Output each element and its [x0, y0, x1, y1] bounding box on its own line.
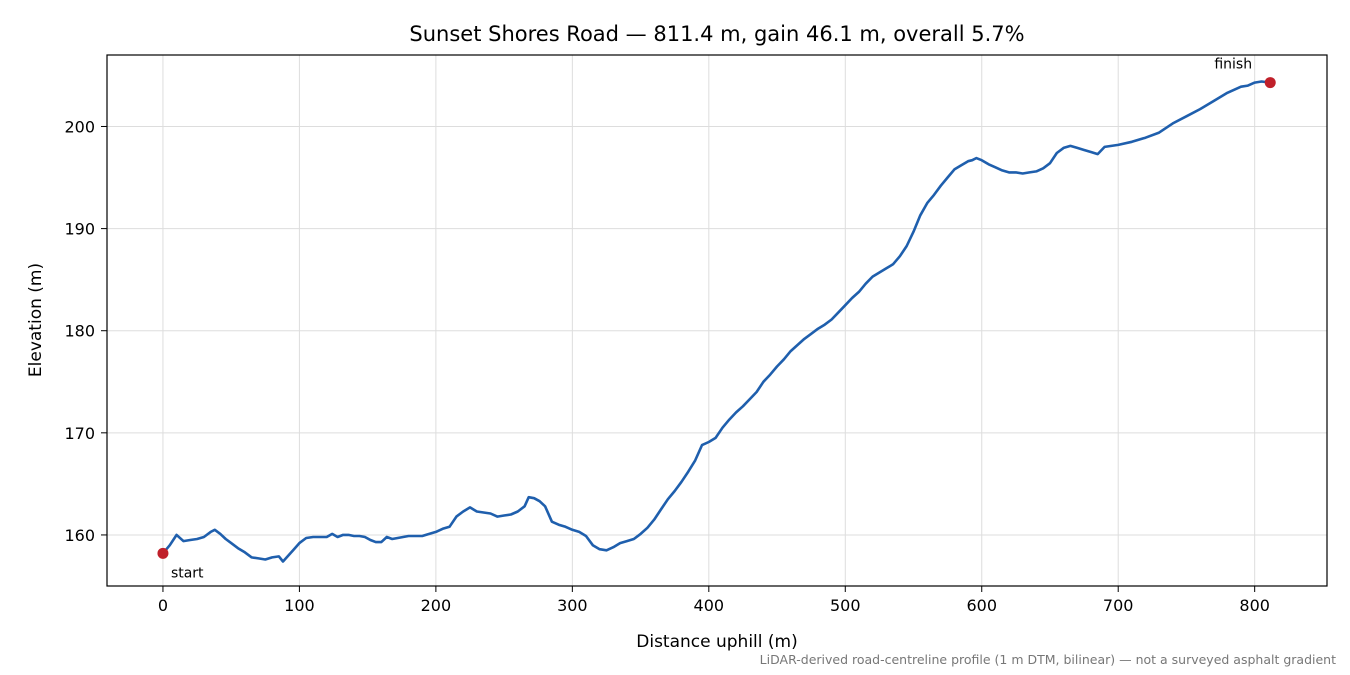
y-axis-label: Elevation (m) — [26, 263, 46, 377]
finish-marker — [1264, 77, 1276, 89]
x-tick-label: 500 — [830, 596, 861, 615]
x-tick-label: 600 — [966, 596, 997, 615]
footnote: LiDAR-derived road-centreline profile (1… — [760, 652, 1336, 667]
y-tick-label: 180 — [64, 322, 95, 341]
finish-annotation: finish — [1214, 57, 1252, 73]
x-tick-label: 100 — [284, 596, 315, 615]
chart-title: Sunset Shores Road — 811.4 m, gain 46.1 … — [409, 22, 1024, 46]
elevation-series-line — [162, 80, 1271, 563]
y-tick-label: 200 — [64, 117, 95, 136]
y-tick-label: 170 — [64, 424, 95, 443]
x-tick-label: 300 — [557, 596, 588, 615]
start-annotation: start — [171, 565, 204, 581]
x-axis-ticks: 0 100 200 300 400 500 600 700 800 — [158, 586, 1270, 615]
plot-area-frame — [106, 54, 1328, 587]
y-axis-ticks: 160 170 180 190 200 — [64, 117, 107, 545]
x-tick-label: 400 — [694, 596, 725, 615]
x-tick-label: 200 — [421, 596, 452, 615]
grid-lines — [107, 55, 1327, 586]
start-marker — [157, 547, 169, 559]
y-tick-label: 190 — [64, 220, 95, 239]
y-tick-label: 160 — [64, 526, 95, 545]
x-tick-label: 700 — [1103, 596, 1134, 615]
x-axis-label: Distance uphill (m) — [636, 632, 797, 652]
x-tick-label: 0 — [158, 596, 168, 615]
x-tick-label: 800 — [1239, 596, 1270, 615]
